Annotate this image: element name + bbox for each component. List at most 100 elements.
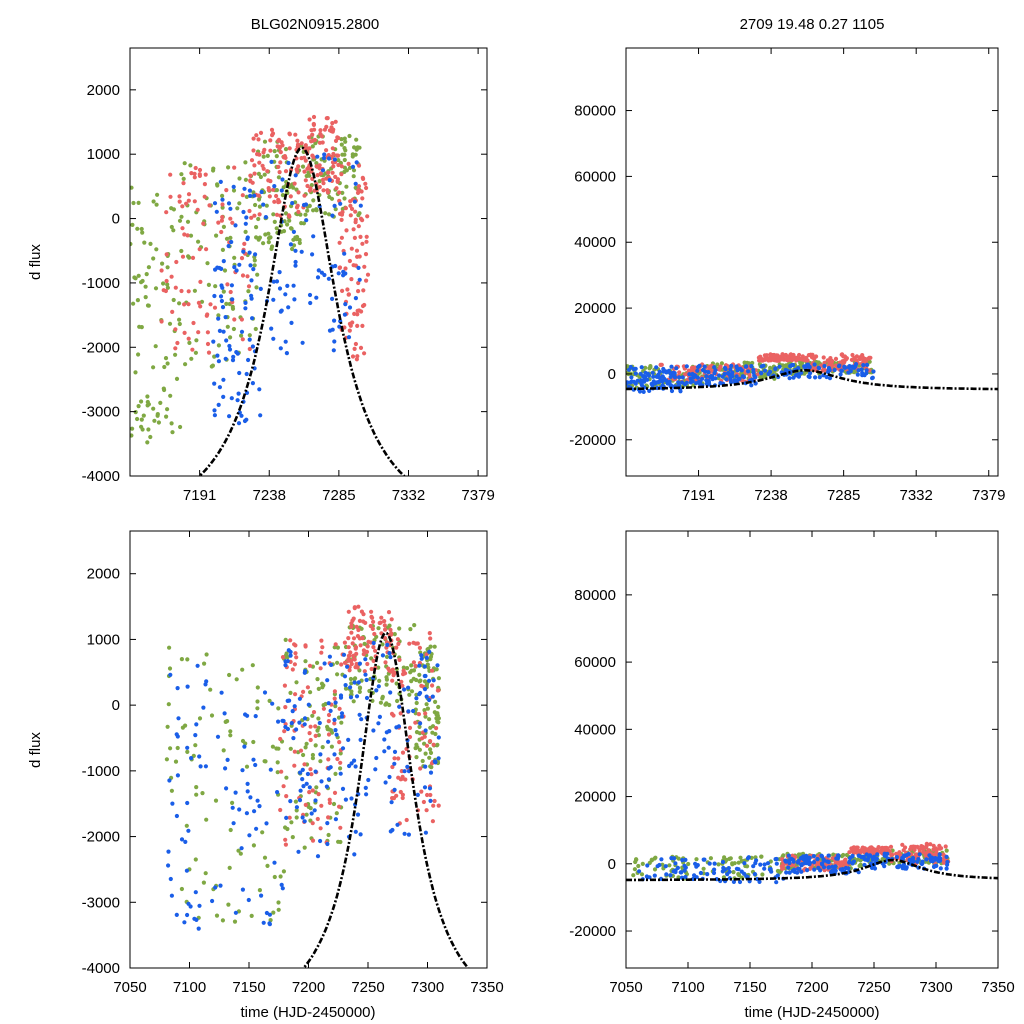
point-red (379, 615, 384, 620)
point-red (337, 706, 342, 711)
point-blue (669, 388, 675, 394)
ytick-label: 1000 (87, 631, 120, 648)
point-red (202, 182, 207, 187)
point-green (246, 289, 251, 294)
point-green (333, 771, 338, 777)
point-blue (248, 193, 253, 198)
point-blue (304, 781, 309, 786)
point-green (376, 626, 381, 631)
point-blue (286, 305, 291, 310)
point-green (303, 659, 308, 664)
point-blue (210, 898, 215, 904)
point-green (343, 139, 348, 144)
point-blue (279, 308, 284, 313)
point-green (227, 672, 232, 678)
point-green (154, 247, 159, 252)
point-blue (376, 721, 381, 726)
point-red (888, 844, 894, 849)
point-blue (749, 383, 754, 388)
point-green (266, 236, 272, 241)
point-blue (655, 380, 660, 385)
point-red (311, 122, 316, 127)
ytick-label: 1000 (87, 146, 120, 163)
point-green (230, 800, 235, 806)
point-green (158, 400, 163, 405)
point-red (240, 337, 245, 342)
point-red (279, 769, 284, 774)
point-blue (285, 283, 290, 288)
point-red (196, 300, 201, 305)
point-red (428, 792, 433, 798)
point-red (407, 641, 412, 646)
point-blue (363, 672, 368, 677)
point-red (361, 652, 366, 657)
point-green (313, 743, 318, 748)
point-green (146, 427, 151, 432)
point-blue (423, 728, 428, 733)
point-blue (813, 375, 818, 380)
point-green (304, 812, 309, 817)
point-red (318, 666, 323, 671)
point-green (384, 682, 389, 687)
point-green (409, 689, 415, 694)
point-red (806, 353, 812, 358)
point-red (356, 604, 361, 609)
points (130, 114, 371, 445)
point-red (295, 138, 300, 143)
point-red (400, 792, 405, 797)
point-blue (737, 879, 743, 885)
point-red (349, 246, 354, 251)
point-red (430, 819, 435, 824)
point-red (232, 317, 237, 322)
point-blue (726, 866, 731, 871)
point-red (292, 763, 297, 768)
point-red (407, 734, 413, 740)
point-blue (846, 365, 852, 370)
point-blue (774, 861, 779, 866)
point-red (308, 724, 313, 729)
point-green (335, 660, 340, 665)
point-red (924, 845, 929, 850)
point-green (201, 880, 206, 885)
point-blue (422, 785, 428, 790)
point-blue (658, 378, 663, 383)
point-green (760, 872, 765, 877)
point-red (371, 645, 376, 650)
point-red (339, 172, 344, 177)
point-blue (215, 734, 221, 739)
point-blue (212, 408, 217, 413)
point-blue (626, 381, 629, 386)
point-green (647, 366, 652, 371)
point-blue (702, 364, 707, 369)
point-green (305, 208, 310, 213)
point-red (774, 353, 779, 358)
point-green (356, 213, 361, 218)
point-red (339, 212, 345, 217)
point-red (429, 668, 435, 673)
point-green (634, 857, 639, 862)
point-green (194, 338, 199, 343)
point-blue (850, 861, 855, 866)
point-red (353, 645, 359, 650)
ytick-label: -20000 (569, 432, 616, 449)
point-green (228, 235, 233, 240)
point-red (315, 816, 320, 822)
point-green (276, 907, 281, 912)
point-red (401, 668, 406, 673)
point-red (274, 193, 279, 199)
point-green (140, 230, 145, 235)
point-blue (288, 799, 293, 804)
point-blue (214, 209, 219, 214)
point-green (152, 418, 157, 423)
point-red (355, 634, 360, 639)
point-blue (185, 912, 190, 918)
point-red (417, 645, 422, 651)
point-green (271, 212, 276, 217)
point-green (276, 706, 281, 711)
point-blue (326, 766, 331, 771)
point-red (232, 165, 237, 170)
point-blue (637, 389, 643, 394)
point-blue (759, 370, 764, 375)
point-blue (758, 862, 763, 867)
point-green (171, 207, 176, 212)
